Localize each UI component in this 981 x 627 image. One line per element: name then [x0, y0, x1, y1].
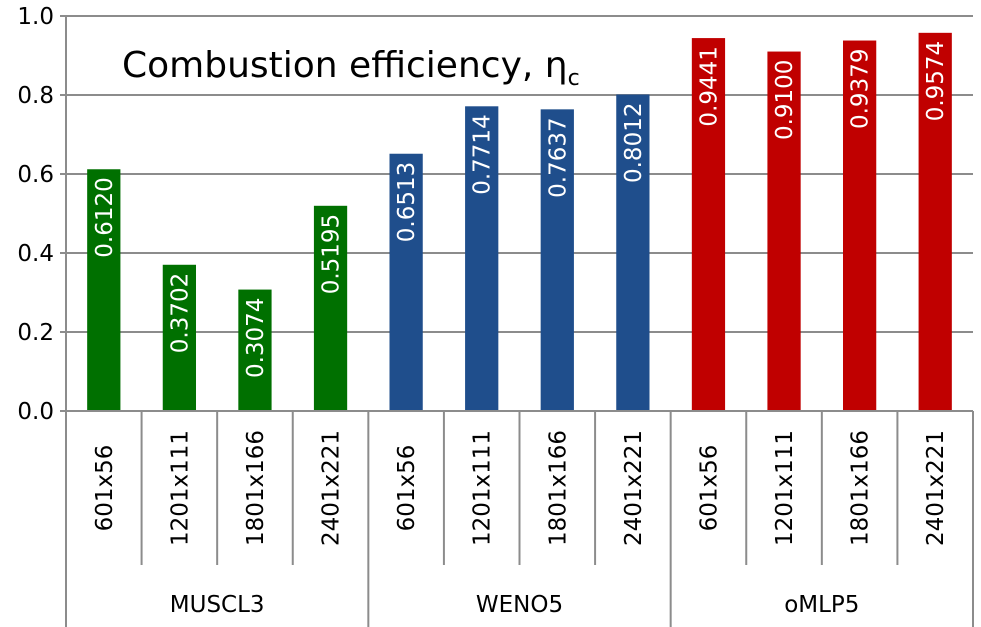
bar	[465, 106, 499, 411]
x-category-label: 1201x111	[167, 430, 193, 546]
x-category-label: 1801x166	[545, 430, 571, 546]
y-tick-label: 0.2	[17, 320, 54, 346]
axes	[60, 15, 974, 627]
bar	[842, 40, 877, 411]
bar-value-label: 0.3702	[167, 273, 193, 353]
y-tick-label: 0.6	[17, 162, 54, 188]
bar-value-label: 0.9100	[772, 60, 798, 140]
bars	[87, 32, 952, 412]
x-group-label: oMLP5	[784, 592, 859, 618]
x-category-label: 2401x221	[319, 430, 345, 546]
x-category-label: 1801x166	[243, 430, 269, 546]
labels: 0.0 0.2 0.4 0.6 0.8 1.0 0.6120 601x56 0.3702 1201…	[17, 4, 949, 618]
x-category-label: 601x56	[92, 445, 118, 532]
x-category-label: 1801x166	[848, 430, 874, 546]
bar	[238, 289, 272, 411]
chart-title: Combustion efficiency, ηc	[122, 45, 580, 91]
x-group-label: MUSCL3	[170, 592, 265, 618]
bar	[918, 32, 952, 412]
x-category-label: 2401x221	[621, 430, 647, 546]
x-category-label: 601x56	[394, 445, 420, 532]
y-tick-label: 0.4	[17, 241, 54, 267]
chart-title-text: Combustion efficiency,	[122, 45, 545, 86]
x-category-label: 2401x221	[923, 430, 949, 546]
bar-value-label: 0.6513	[394, 162, 420, 242]
bar	[313, 205, 348, 411]
gridlines	[66, 15, 973, 333]
bar-value-label: 0.9441	[696, 46, 722, 126]
bar-value-label: 0.7637	[545, 117, 571, 197]
x-category-label: 601x56	[696, 445, 722, 532]
bar-value-label: 0.3074	[243, 298, 269, 378]
y-tick-label: 0.0	[17, 399, 54, 425]
x-category-label: 1201x111	[772, 430, 798, 546]
x-group-label: WENO5	[476, 592, 563, 618]
chart-title-subscript: c	[568, 66, 580, 91]
bar	[162, 264, 197, 411]
bar-value-label: 0.9574	[923, 41, 949, 121]
bar-value-label: 0.9379	[848, 49, 874, 129]
bar-value-label: 0.8012	[621, 103, 647, 183]
bar	[87, 169, 121, 411]
chart-title-symbol: η	[545, 45, 568, 86]
bar	[691, 38, 726, 411]
x-category-label: 1201x111	[470, 430, 496, 546]
bar	[616, 94, 650, 411]
bar-value-label: 0.6120	[92, 177, 118, 257]
y-tick-label: 1.0	[17, 4, 54, 30]
bar-value-label: 0.7714	[470, 114, 496, 194]
bar	[389, 153, 423, 411]
bar	[540, 109, 574, 411]
bar-value-label: 0.5195	[319, 214, 345, 294]
bar	[767, 51, 801, 412]
y-tick-label: 0.8	[17, 83, 54, 109]
